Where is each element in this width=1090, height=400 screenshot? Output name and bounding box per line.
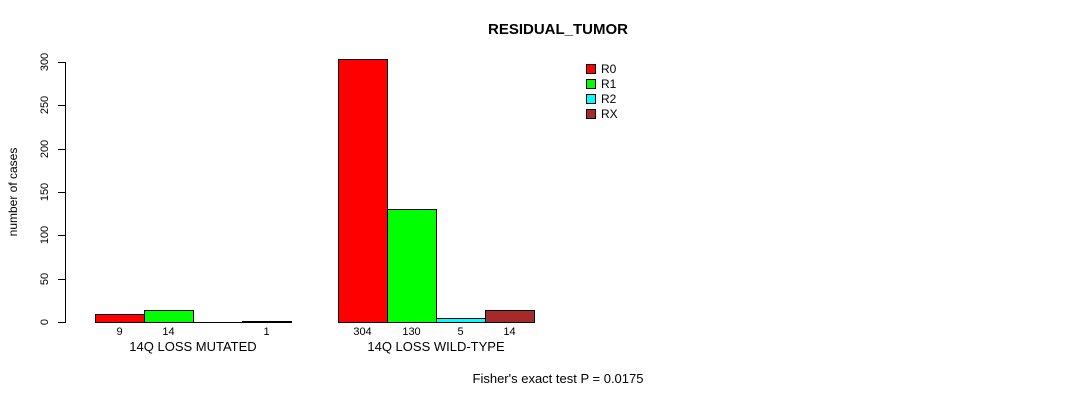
- y-tick: [58, 192, 65, 193]
- y-axis-label: number of cases: [6, 147, 20, 237]
- bar-rx: [485, 310, 535, 323]
- y-tick: [58, 62, 65, 63]
- legend-swatch-r0: [586, 64, 596, 74]
- bar-r0: [95, 314, 145, 323]
- y-tick: [58, 279, 65, 280]
- group-label: 14Q LOSS MUTATED: [129, 339, 257, 354]
- y-tick-label: 250: [39, 95, 51, 115]
- legend-swatch-r1: [586, 79, 596, 89]
- y-tick: [58, 105, 65, 106]
- bar-value-label: 14: [503, 326, 516, 338]
- y-tick: [58, 149, 65, 150]
- bar-value-label: 14: [162, 326, 175, 338]
- bar-r0: [338, 59, 388, 323]
- legend-label: RX: [601, 107, 618, 121]
- y-tick: [58, 235, 65, 236]
- legend-label: R2: [601, 92, 617, 106]
- bar-value-label: 1: [263, 326, 270, 338]
- legend-item-r1: R1: [586, 78, 618, 90]
- y-tick-label: 150: [39, 182, 51, 202]
- legend-item-r2: R2: [586, 93, 618, 105]
- legend-swatch-r2: [586, 94, 596, 104]
- group-label: 14Q LOSS WILD-TYPE: [367, 339, 505, 354]
- legend-label: R1: [601, 77, 617, 91]
- y-axis-line: [65, 62, 66, 323]
- footnote-fisher-test: Fisher's exact test P = 0.0175: [472, 371, 644, 386]
- bar-value-label: 5: [457, 326, 464, 338]
- y-tick-label: 300: [39, 52, 51, 72]
- legend: R0 R1 R2 RX: [586, 63, 618, 123]
- bar-r1: [144, 310, 194, 323]
- bar-value-label: 130: [402, 326, 421, 338]
- bar-r2: [436, 318, 486, 323]
- bar-value-label: 9: [116, 326, 123, 338]
- chart-title: RESIDUAL_TUMOR: [487, 21, 629, 38]
- legend-item-r0: R0: [586, 63, 618, 75]
- y-tick-label: 200: [39, 139, 51, 159]
- y-tick-label: 0: [39, 318, 51, 326]
- legend-swatch-rx: [586, 109, 596, 119]
- legend-item-rx: RX: [586, 108, 618, 120]
- bar-value-label: 304: [353, 326, 372, 338]
- bar-rx: [242, 321, 292, 323]
- y-tick: [58, 322, 65, 323]
- y-tick-label: 50: [39, 272, 51, 286]
- y-tick-label: 100: [39, 225, 51, 245]
- legend-label: R0: [601, 62, 617, 76]
- bar-r1: [387, 209, 437, 323]
